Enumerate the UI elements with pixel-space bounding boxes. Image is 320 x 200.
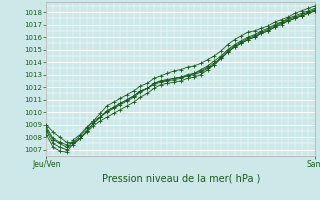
- X-axis label: Pression niveau de la mer( hPa ): Pression niveau de la mer( hPa ): [102, 173, 260, 183]
